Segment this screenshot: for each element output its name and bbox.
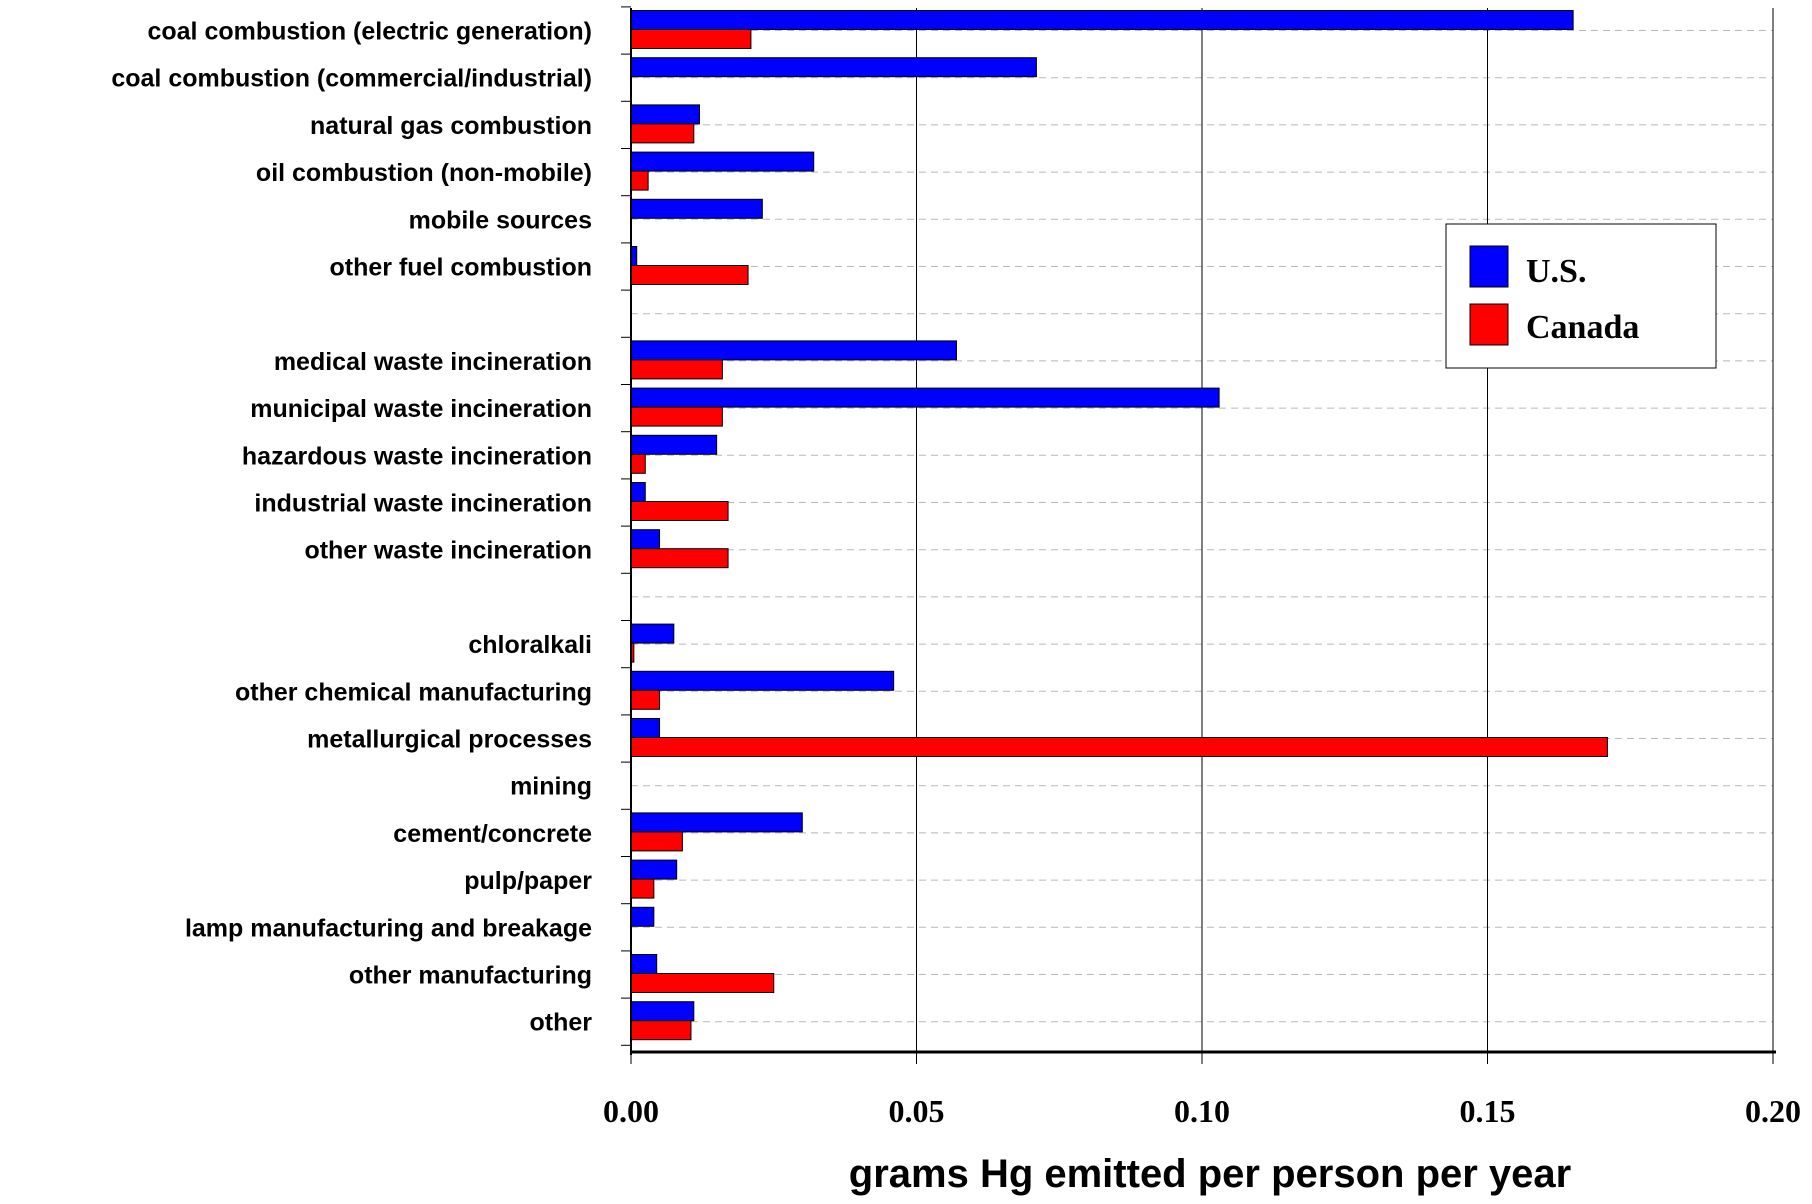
bar-canada — [630, 265, 749, 285]
bar-canada — [630, 548, 729, 569]
bar-us — [630, 482, 646, 502]
x-axis-title: grams Hg emitted per person per year — [849, 1152, 1571, 1196]
category-label: metallurgical processes — [307, 726, 592, 754]
category-label: medical waste incineration — [274, 348, 592, 376]
category-label: natural gas combustion — [310, 112, 592, 140]
category-label: oil combustion (non-mobile) — [256, 159, 592, 187]
bar-us — [630, 434, 718, 455]
bar-us — [630, 340, 957, 361]
bar-canada — [630, 406, 723, 427]
bar-us — [630, 812, 803, 833]
category-label: other fuel combustion — [330, 254, 593, 282]
bar-canada — [630, 737, 1608, 757]
bar-canada — [630, 359, 723, 380]
category-label: municipal waste incineration — [250, 395, 592, 423]
category-label: other chemical manufacturing — [235, 678, 592, 706]
legend: U.S. Canada — [1445, 223, 1717, 369]
bar-us — [630, 859, 678, 880]
legend-label-canada: Canada — [1526, 309, 1639, 346]
bar-us — [630, 57, 1037, 78]
category-label: coal combustion (electric generation) — [147, 18, 592, 46]
category-label: chloralkali — [468, 631, 592, 659]
x-tick-label: 0.20 — [1745, 1093, 1801, 1129]
bar-canada — [630, 170, 649, 191]
bars-layer — [630, 10, 1608, 1041]
bar-canada — [630, 123, 695, 144]
bar-us — [630, 387, 1220, 408]
category-label: cement/concrete — [393, 820, 592, 848]
bar-us — [630, 10, 1574, 30]
bar-us — [630, 670, 895, 691]
bar-canada — [630, 1020, 692, 1041]
category-label: coal combustion (commercial/industrial) — [111, 65, 592, 93]
bar-canada — [630, 878, 655, 899]
category-label: hazardous waste incineration — [242, 442, 592, 470]
category-label: other — [530, 1009, 593, 1037]
category-label: other waste incineration — [304, 537, 592, 565]
bar-us — [630, 954, 658, 974]
category-label: mining — [510, 773, 592, 801]
labels-layer: coal combustion (electric generation) coa… — [111, 18, 1801, 1130]
category-label: mobile sources — [409, 206, 592, 234]
bar-canada — [630, 29, 752, 49]
axes-layer — [621, 6, 1776, 1064]
x-tick-label: 0.05 — [889, 1093, 945, 1129]
category-label: pulp/paper — [464, 867, 592, 895]
bar-canada — [630, 689, 661, 710]
x-tick-label: 0.10 — [1174, 1093, 1230, 1129]
bar-us — [630, 198, 763, 219]
category-label: industrial waste incineration — [254, 490, 592, 518]
legend-swatch-us — [1469, 245, 1509, 288]
bar-us — [630, 1001, 695, 1022]
bar-canada — [630, 831, 683, 852]
bar-us — [630, 104, 701, 125]
bar-us — [630, 151, 815, 172]
category-label: other manufacturing — [349, 962, 592, 990]
legend-swatch-canada — [1469, 303, 1509, 346]
category-label: lamp manufacturing and breakage — [185, 914, 592, 942]
bar-us — [630, 906, 655, 927]
x-tick-label: 0.00 — [603, 1093, 659, 1129]
bar-canada — [630, 501, 729, 521]
legend-label-us: U.S. — [1526, 253, 1586, 290]
bar-us — [630, 718, 661, 738]
bar-canada — [630, 973, 775, 993]
bar-us — [630, 529, 661, 550]
bar-us — [630, 623, 675, 644]
x-tick-label: 0.15 — [1460, 1093, 1516, 1129]
bar-canada — [630, 453, 646, 474]
